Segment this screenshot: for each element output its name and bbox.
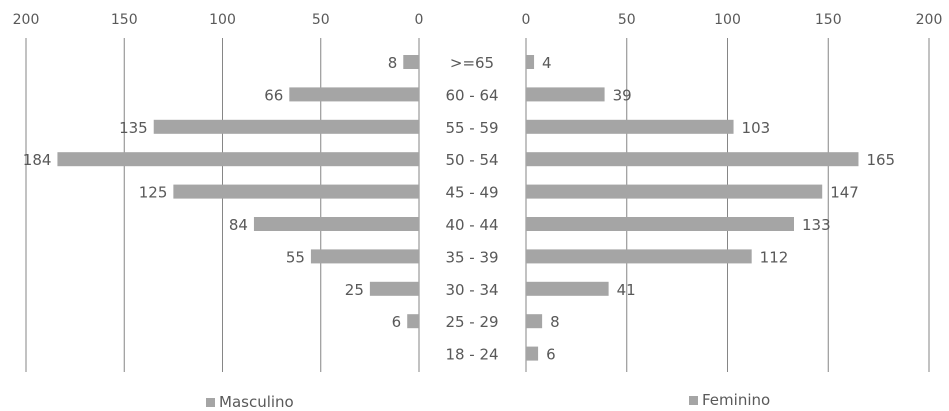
bar-masculino bbox=[153, 119, 419, 134]
right-tick-label-0: 0 bbox=[522, 12, 531, 28]
category-label: 18 - 24 bbox=[445, 346, 498, 364]
data-label-masculino: 25 bbox=[345, 281, 364, 299]
legend-masculino: Masculino bbox=[206, 393, 294, 411]
bar-masculino bbox=[289, 87, 419, 102]
data-label-feminino: 112 bbox=[760, 248, 789, 266]
bar-feminino bbox=[526, 119, 734, 134]
bar-masculino bbox=[173, 184, 419, 199]
bar-feminino bbox=[526, 281, 609, 296]
left-tick-label-200: 200 bbox=[13, 12, 40, 28]
data-label-feminino: 8 bbox=[550, 313, 560, 331]
right-tick-label-150: 150 bbox=[815, 12, 842, 28]
legend-label-masculino: Masculino bbox=[219, 393, 294, 411]
category-label: 35 - 39 bbox=[445, 248, 498, 266]
category-label: 40 - 44 bbox=[445, 216, 498, 234]
data-label-masculino: 84 bbox=[229, 216, 248, 234]
data-label-feminino: 6 bbox=[546, 346, 556, 364]
legend-swatch-feminino bbox=[689, 395, 698, 405]
category-label: 50 - 54 bbox=[445, 151, 498, 169]
data-label-feminino: 147 bbox=[830, 184, 859, 202]
right-tick-label-200: 200 bbox=[916, 12, 943, 28]
data-label-feminino: 133 bbox=[802, 216, 831, 234]
category-label: 25 - 29 bbox=[445, 313, 498, 331]
data-label-masculino: 184 bbox=[23, 151, 52, 169]
data-label-feminino: 165 bbox=[866, 151, 895, 169]
bar-feminino bbox=[526, 55, 535, 69]
bar-feminino bbox=[526, 87, 605, 102]
bars bbox=[57, 55, 859, 361]
category-label: 30 - 34 bbox=[445, 281, 498, 299]
bar-masculino bbox=[407, 314, 419, 329]
data-label-masculino: 66 bbox=[264, 86, 283, 104]
bar-feminino bbox=[526, 152, 859, 167]
data-label-feminino: 4 bbox=[542, 54, 552, 72]
category-label: 55 - 59 bbox=[445, 119, 498, 137]
data-label-feminino: 103 bbox=[742, 119, 771, 137]
left-tick-label-150: 150 bbox=[111, 12, 138, 28]
category-label: 60 - 64 bbox=[445, 86, 498, 104]
axis-tick-labels: 200 150 100 50 0 0 50 100 150 200 bbox=[13, 12, 943, 28]
category-label: >=65 bbox=[450, 54, 494, 72]
data-label-masculino: 8 bbox=[388, 54, 398, 72]
bar-masculino bbox=[369, 281, 419, 296]
bar-masculino bbox=[253, 217, 419, 231]
data-label-masculino: 135 bbox=[119, 119, 148, 137]
bar-feminino bbox=[526, 217, 794, 231]
data-label-masculino: 125 bbox=[139, 184, 168, 202]
left-tick-label-100: 100 bbox=[209, 12, 236, 28]
bar-feminino bbox=[526, 249, 752, 264]
left-tick-label-50: 50 bbox=[312, 12, 330, 28]
legend-feminino: Feminino bbox=[689, 391, 770, 409]
right-tick-label-100: 100 bbox=[714, 12, 741, 28]
bar-masculino bbox=[403, 55, 419, 69]
bar-feminino bbox=[526, 314, 543, 329]
left-tick-label-0: 0 bbox=[415, 12, 424, 28]
legend-label-feminino: Feminino bbox=[702, 391, 771, 409]
bar-feminino bbox=[526, 346, 539, 361]
data-label-feminino: 41 bbox=[617, 281, 636, 299]
data-label-masculino: 55 bbox=[286, 248, 305, 266]
bar-masculino bbox=[310, 249, 419, 264]
data-label-masculino: 6 bbox=[392, 313, 402, 331]
bar-feminino bbox=[526, 184, 823, 199]
data-label-feminino: 39 bbox=[613, 86, 632, 104]
category-label: 45 - 49 bbox=[445, 184, 498, 202]
bar-masculino bbox=[57, 152, 419, 167]
category-labels: >=65 60 - 64 55 - 59 50 - 54 45 - 49 40 - 44 3… bbox=[445, 54, 498, 364]
legend-swatch-masculino bbox=[206, 397, 215, 407]
right-tick-label-50: 50 bbox=[618, 12, 636, 28]
